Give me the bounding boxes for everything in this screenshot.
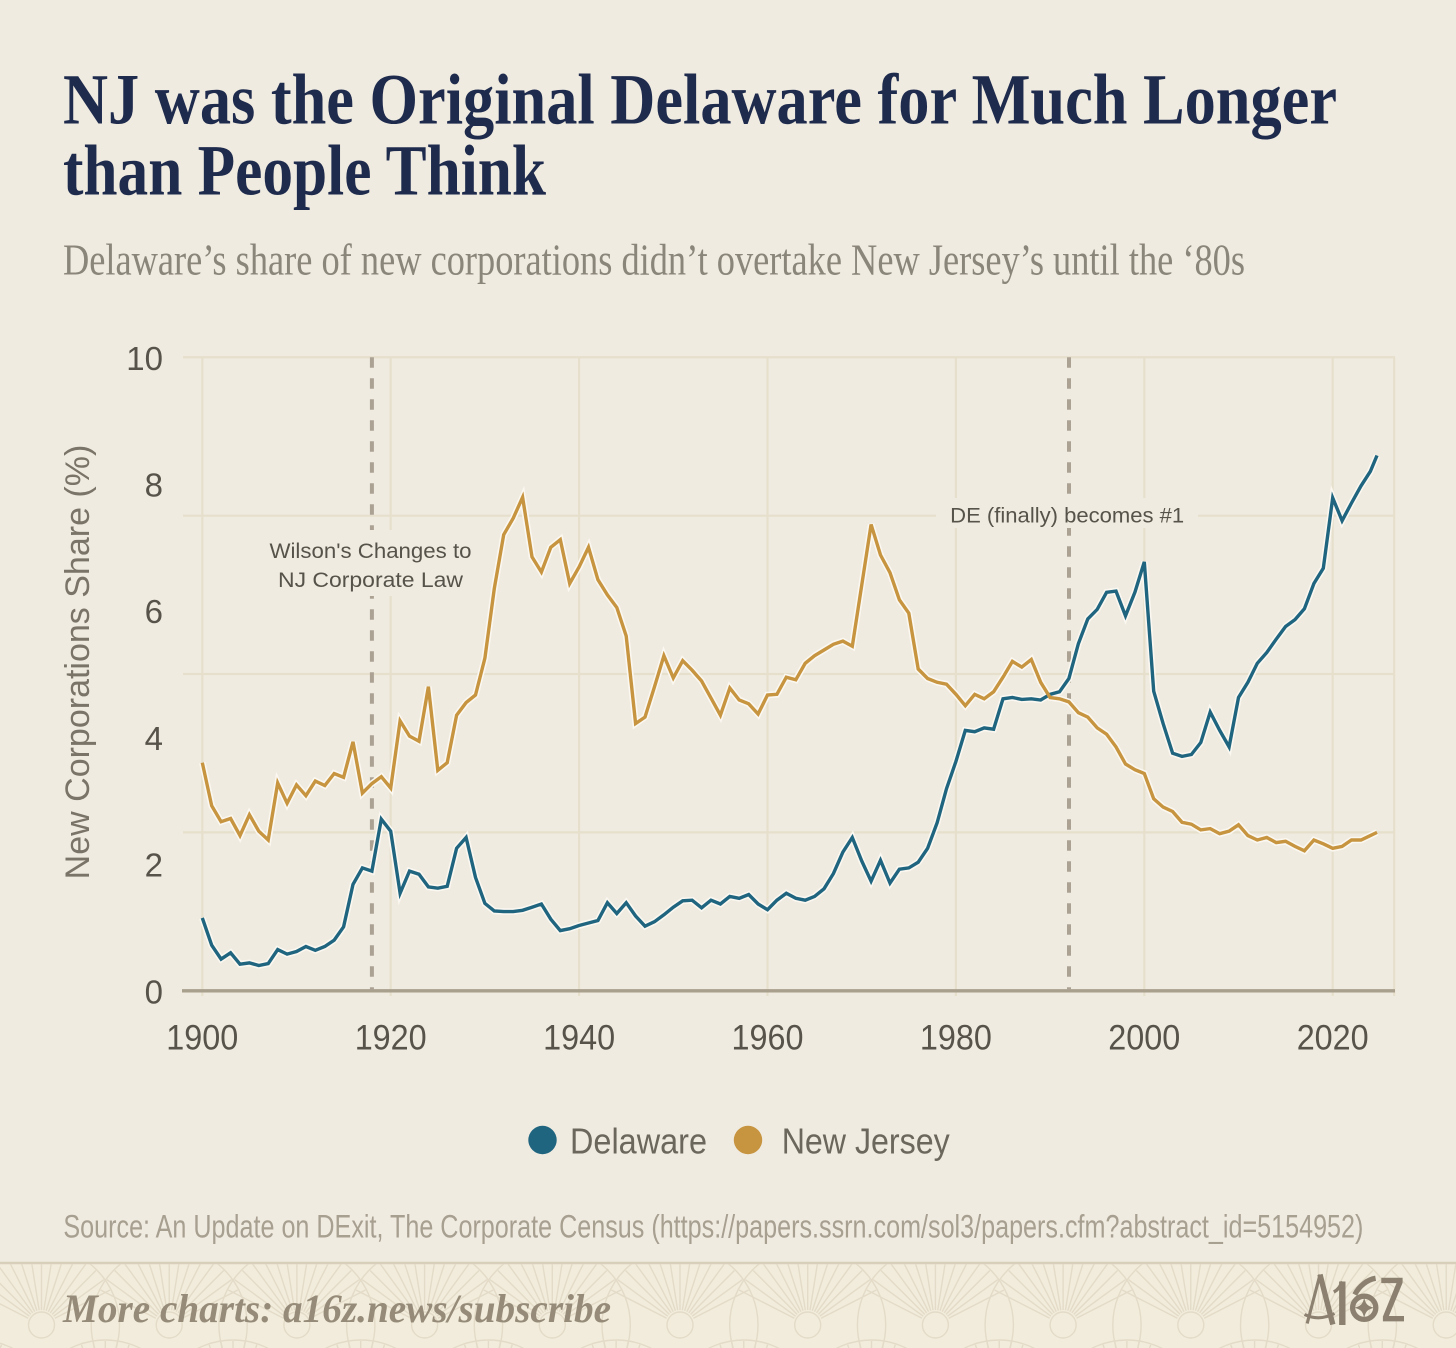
svg-text:than People Think: than People Think	[63, 131, 546, 211]
svg-text:1920: 1920	[355, 1019, 427, 1058]
svg-text:0: 0	[145, 973, 163, 1010]
svg-text:1960: 1960	[732, 1019, 804, 1058]
svg-text:New Corporations Share (%): New Corporations Share (%)	[59, 445, 97, 880]
svg-text:4: 4	[145, 720, 163, 757]
svg-text:2: 2	[145, 847, 163, 884]
svg-text:DE (finally) becomes #1: DE (finally) becomes #1	[950, 504, 1184, 527]
svg-text:NJ was the Original Delaware f: NJ was the Original Delaware for Much Lo…	[63, 59, 1337, 139]
svg-text:1900: 1900	[166, 1019, 238, 1058]
svg-text:Wilson's Changes to: Wilson's Changes to	[270, 540, 472, 563]
svg-text:Source: An Update on DExit, Th: Source: An Update on DExit, The Corporat…	[63, 1208, 1363, 1244]
svg-text:More charts: a16z.news/subscri: More charts: a16z.news/subscribe	[62, 1286, 611, 1331]
svg-text:New Jersey: New Jersey	[782, 1121, 950, 1162]
svg-text:Delaware’s share of new corpor: Delaware’s share of new corporations did…	[63, 235, 1245, 284]
svg-text:10: 10	[126, 340, 163, 377]
svg-text:1980: 1980	[920, 1019, 992, 1058]
svg-text:6: 6	[145, 593, 163, 630]
svg-text:8: 8	[145, 467, 163, 504]
svg-text:Delaware: Delaware	[570, 1121, 707, 1162]
svg-text:1940: 1940	[543, 1019, 615, 1058]
svg-text:2000: 2000	[1108, 1019, 1180, 1058]
svg-text:NJ Corporate Law: NJ Corporate Law	[278, 569, 464, 592]
svg-text:2020: 2020	[1297, 1019, 1369, 1058]
